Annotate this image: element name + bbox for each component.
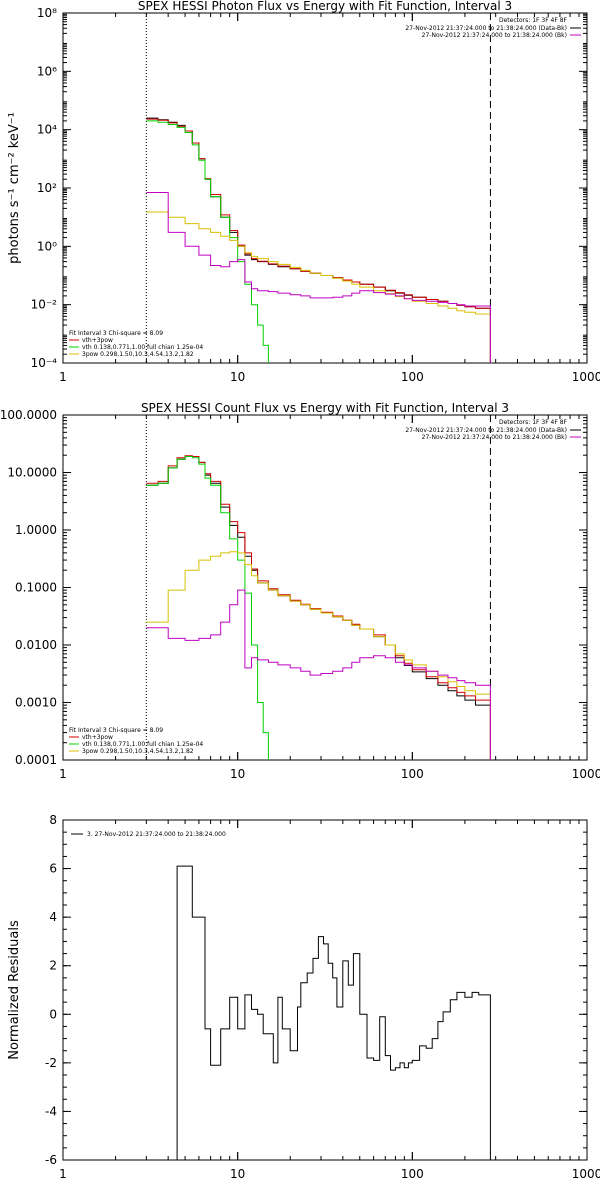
series-line-4 xyxy=(146,211,491,363)
legend-entry: 3. 27-Nov-2012 21:37:24.000 to 21:38:24.… xyxy=(87,831,226,838)
series-line-2 xyxy=(146,455,491,760)
legend-entry: 3pow 0.298,1.50,10.3,4.54,13.2,1.82 xyxy=(82,351,194,358)
series-line-5 xyxy=(146,192,491,363)
x-tick-label: 10 xyxy=(230,767,245,781)
y-axis-label: Normalized Residuals xyxy=(7,920,22,1060)
series-group xyxy=(146,455,491,760)
y-tick-label: 10⁴ xyxy=(37,123,57,137)
legend-entry: 27-Nov-2012 21:37:24.000 to 21:38:24.000… xyxy=(422,434,567,441)
legend-bottom-left: Fit Interval 3 Chi-square = 8.09vth+3pow… xyxy=(69,727,203,755)
series-group xyxy=(146,117,491,363)
x-axis-ticks: 1 10 100 1000 xyxy=(59,13,600,384)
legend-entry: vth+3pow xyxy=(82,337,113,344)
y-tick-label: 10⁻² xyxy=(31,298,58,312)
y-axis-ticks: 0.0001 0.0010 0.0100 0.1000 1.0000 10.0000 100… xyxy=(0,408,587,767)
series-line-4 xyxy=(146,551,491,760)
legend-entry: vth 0.138,0.771,1.00 full chian 1.25e-04 xyxy=(82,344,203,351)
x-tick-label: 100 xyxy=(401,767,424,781)
x-tick-label: 1 xyxy=(59,370,67,384)
chart-panel-3: Normalized Residuals 1 10 100 1000 -6 -4 -2 0 2 4 6… xyxy=(7,813,600,1181)
y-tick-label: -6 xyxy=(45,1153,57,1167)
x-tick-label: 1000 xyxy=(572,1167,600,1181)
x-tick-label: 10 xyxy=(230,370,245,384)
y-tick-label: 100.0000 xyxy=(0,408,57,422)
chart-title: SPEX HESSI Count Flux vs Energy with Fit… xyxy=(141,401,509,415)
legend-header: Fit Interval 3 Chi-square = 8.09 xyxy=(69,330,163,337)
legend-entry: 27-Nov-2012 21:37:24.000 to 21:38:24.000… xyxy=(422,32,567,39)
series-line-1 xyxy=(146,865,491,1160)
y-tick-label: -2 xyxy=(45,1056,57,1070)
legend-entry: 3pow 0.298,1.50,10.3,4.54,13.2,1.82 xyxy=(82,748,194,755)
legend-entry: vth 0.138,0.771,1.00 full chian 1.25e-04 xyxy=(82,741,203,748)
y-tick-label: 1.0000 xyxy=(15,523,57,537)
y-tick-label: 10² xyxy=(37,181,57,195)
y-tick-label: 0 xyxy=(49,1007,57,1021)
x-tick-label: 100 xyxy=(401,370,424,384)
series-line-2 xyxy=(146,118,491,363)
plot-frame xyxy=(62,819,588,1161)
x-tick-label: 1 xyxy=(59,1167,67,1181)
legend-entry: 27-Nov-2012 21:37:24.000 to 21:38:24.000… xyxy=(405,427,567,434)
series-group xyxy=(146,865,491,1160)
y-tick-label: 8 xyxy=(49,813,57,827)
x-tick-label: 1000 xyxy=(572,767,600,781)
y-tick-label: 0.1000 xyxy=(15,581,57,595)
y-axis-ticks: 10⁻⁴ 10⁻² 10⁰ 10² 10⁴ 10⁶ 10⁸ xyxy=(31,6,587,370)
legend-entry: vth+3pow xyxy=(82,734,113,741)
x-tick-label: 1 xyxy=(59,767,67,781)
y-tick-label: -4 xyxy=(45,1104,57,1118)
y-tick-label: 10⁻⁴ xyxy=(31,356,58,370)
legend-header: Fit Interval 3 Chi-square = 8.09 xyxy=(69,727,163,734)
x-tick-label: 100 xyxy=(401,1167,424,1181)
legend-header: Detectors: 1F 3F 4F 8F xyxy=(499,17,568,24)
y-axis-label: photons s⁻¹ cm⁻² keV⁻¹ xyxy=(7,112,22,264)
y-tick-label: 0.0010 xyxy=(15,696,57,710)
plot-frame xyxy=(62,12,588,364)
series-line-1 xyxy=(146,117,491,363)
y-tick-label: 4 xyxy=(49,910,57,924)
legend-entry: 27-Nov-2012 21:37:24.000 to 21:38:24.000… xyxy=(405,25,567,32)
chart-panel-1: SPEX HESSI Photon Flux vs Energy with Fi… xyxy=(7,0,600,384)
series-line-3 xyxy=(146,456,269,760)
y-tick-label: 2 xyxy=(49,959,57,973)
x-tick-label: 10 xyxy=(230,1167,245,1181)
y-tick-label: 10⁸ xyxy=(37,6,57,20)
y-axis-ticks: -6 -4 -2 0 2 4 6 8 xyxy=(45,813,587,1167)
y-tick-label: 6 xyxy=(49,862,57,876)
series-line-3 xyxy=(146,120,269,363)
x-axis-ticks: 1 10 100 1000 xyxy=(59,820,600,1181)
legend-header: Detectors: 1F 3F 4F 8F xyxy=(499,419,568,426)
y-tick-label: 0.0001 xyxy=(15,753,57,767)
y-tick-label: 10.0000 xyxy=(7,466,57,480)
x-axis-ticks: 1 10 100 1000 xyxy=(59,415,600,781)
chart-panel-2: SPEX HESSI Count Flux vs Energy with Fit… xyxy=(0,401,600,781)
chart-title: SPEX HESSI Photon Flux vs Energy with Fi… xyxy=(138,0,512,13)
y-tick-label: 0.0100 xyxy=(15,638,57,652)
y-tick-label: 10⁶ xyxy=(37,64,57,78)
plot-frame xyxy=(62,414,588,761)
legend-bottom-left: Fit Interval 3 Chi-square = 8.09vth+3pow… xyxy=(69,330,203,358)
x-tick-label: 1000 xyxy=(572,370,600,384)
series-line-5 xyxy=(146,589,491,760)
y-tick-label: 10⁰ xyxy=(37,239,57,253)
legend-top-left: 3. 27-Nov-2012 21:37:24.000 to 21:38:24.… xyxy=(71,831,226,838)
